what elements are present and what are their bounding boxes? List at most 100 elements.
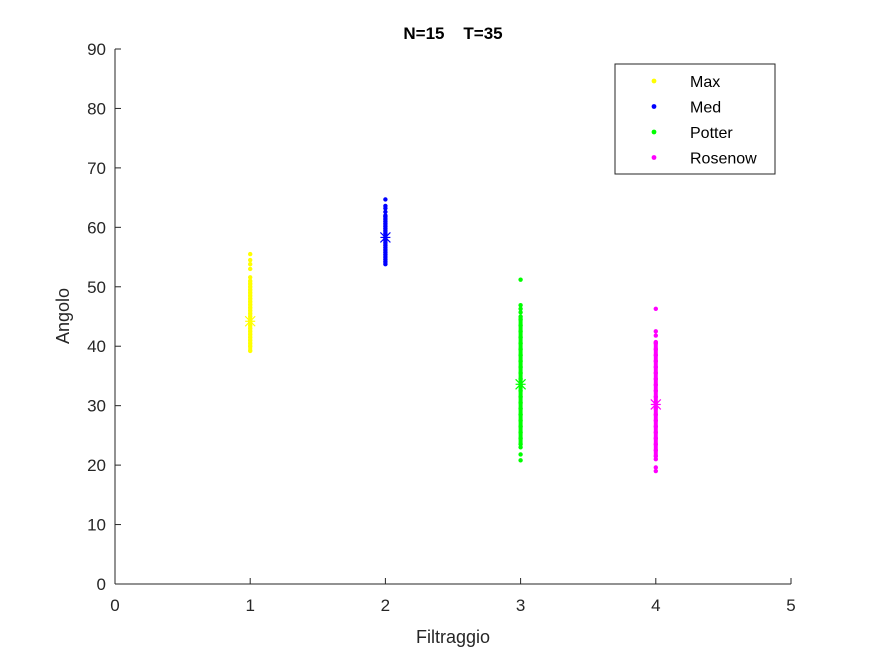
series-rosenow <box>650 306 662 474</box>
data-point <box>518 430 523 435</box>
data-point <box>653 370 658 376</box>
data-point <box>248 266 253 272</box>
data-point <box>653 436 658 441</box>
y-tick-label: 0 <box>97 575 106 594</box>
data-point <box>518 341 523 346</box>
legend-label: Rosenow <box>690 151 757 168</box>
legend-label: Max <box>690 74 720 91</box>
data-point <box>383 213 388 218</box>
data-point <box>653 358 658 364</box>
chart-title: N=15 T=35 <box>403 24 502 43</box>
y-tick-label: 60 <box>87 218 106 237</box>
data-point <box>518 412 523 417</box>
legend-box <box>614 63 776 175</box>
data-point <box>653 346 658 352</box>
series-med <box>379 197 391 267</box>
legend-label: Potter <box>690 125 733 142</box>
x-tick-label: 3 <box>516 596 525 615</box>
legend-marker <box>651 78 657 84</box>
y-tick-label: 10 <box>87 516 106 535</box>
y-tick-label: 90 <box>87 40 106 59</box>
data-point <box>248 348 253 354</box>
data-point <box>518 394 523 399</box>
data-point <box>653 424 658 429</box>
data-point <box>653 442 658 447</box>
x-tick-label: 5 <box>786 596 795 615</box>
data-point <box>518 335 523 340</box>
data-point <box>653 412 658 417</box>
data-point <box>518 364 523 370</box>
data-point <box>248 257 253 263</box>
x-tick-label: 4 <box>651 596 660 615</box>
y-axis-label: Angolo <box>53 288 73 344</box>
y-tick-label: 70 <box>87 159 106 178</box>
data-point <box>653 376 658 382</box>
data-point <box>248 251 253 257</box>
data-point <box>518 306 523 311</box>
x-tick-label: 2 <box>381 596 390 615</box>
data-point <box>518 442 523 447</box>
data-point <box>653 364 658 370</box>
legend-label: Med <box>690 100 721 117</box>
data-point <box>653 430 658 435</box>
data-point <box>518 388 523 394</box>
data-point <box>653 394 658 399</box>
mean-marker <box>515 378 527 390</box>
data-point <box>248 278 253 284</box>
data-point <box>383 203 388 209</box>
data-point <box>518 323 523 328</box>
data-point <box>653 418 658 423</box>
data-point <box>518 376 523 382</box>
x-axis-label: Filtraggio <box>416 627 490 647</box>
data-point <box>518 303 523 308</box>
legend-marker <box>651 129 657 135</box>
data-point <box>248 275 253 280</box>
data-point <box>518 314 523 319</box>
data-point <box>518 400 523 405</box>
data-point <box>518 418 523 423</box>
data-point <box>383 197 388 202</box>
data-point <box>518 277 523 282</box>
data-point <box>653 339 658 345</box>
mean-marker <box>650 399 662 410</box>
y-tick-label: 30 <box>87 397 106 416</box>
series-max <box>244 251 256 354</box>
data-point <box>653 465 658 470</box>
y-tick-label: 40 <box>87 337 106 356</box>
data-point <box>653 329 658 334</box>
data-point <box>518 329 523 334</box>
data-point <box>653 448 658 453</box>
data-point <box>383 209 388 215</box>
series-potter <box>515 277 527 463</box>
data-point <box>653 306 658 311</box>
data-point <box>518 310 523 315</box>
data-point <box>518 346 523 352</box>
x-tick-label: 1 <box>245 596 254 615</box>
data-point <box>653 382 658 388</box>
data-point <box>653 352 658 358</box>
data-point <box>518 406 523 411</box>
data-point <box>518 458 523 463</box>
data-point <box>518 358 523 364</box>
y-tick-label: 50 <box>87 278 106 297</box>
data-point <box>518 352 523 358</box>
data-point <box>518 424 523 429</box>
mean-marker <box>244 315 256 327</box>
data-marks <box>244 197 662 474</box>
mean-marker <box>379 232 391 243</box>
x-tick-label: 0 <box>110 596 119 615</box>
data-point <box>653 453 658 459</box>
data-point <box>518 370 523 376</box>
data-point <box>518 436 523 441</box>
data-point <box>518 452 523 457</box>
y-tick-label: 20 <box>87 456 106 475</box>
legend: Max Med Potter Rosenow <box>614 63 776 175</box>
data-point <box>653 388 658 394</box>
y-tick-label: 80 <box>87 99 106 118</box>
data-point <box>653 333 658 338</box>
data-point <box>653 468 658 474</box>
legend-marker <box>651 104 657 109</box>
legend-marker <box>651 155 657 160</box>
